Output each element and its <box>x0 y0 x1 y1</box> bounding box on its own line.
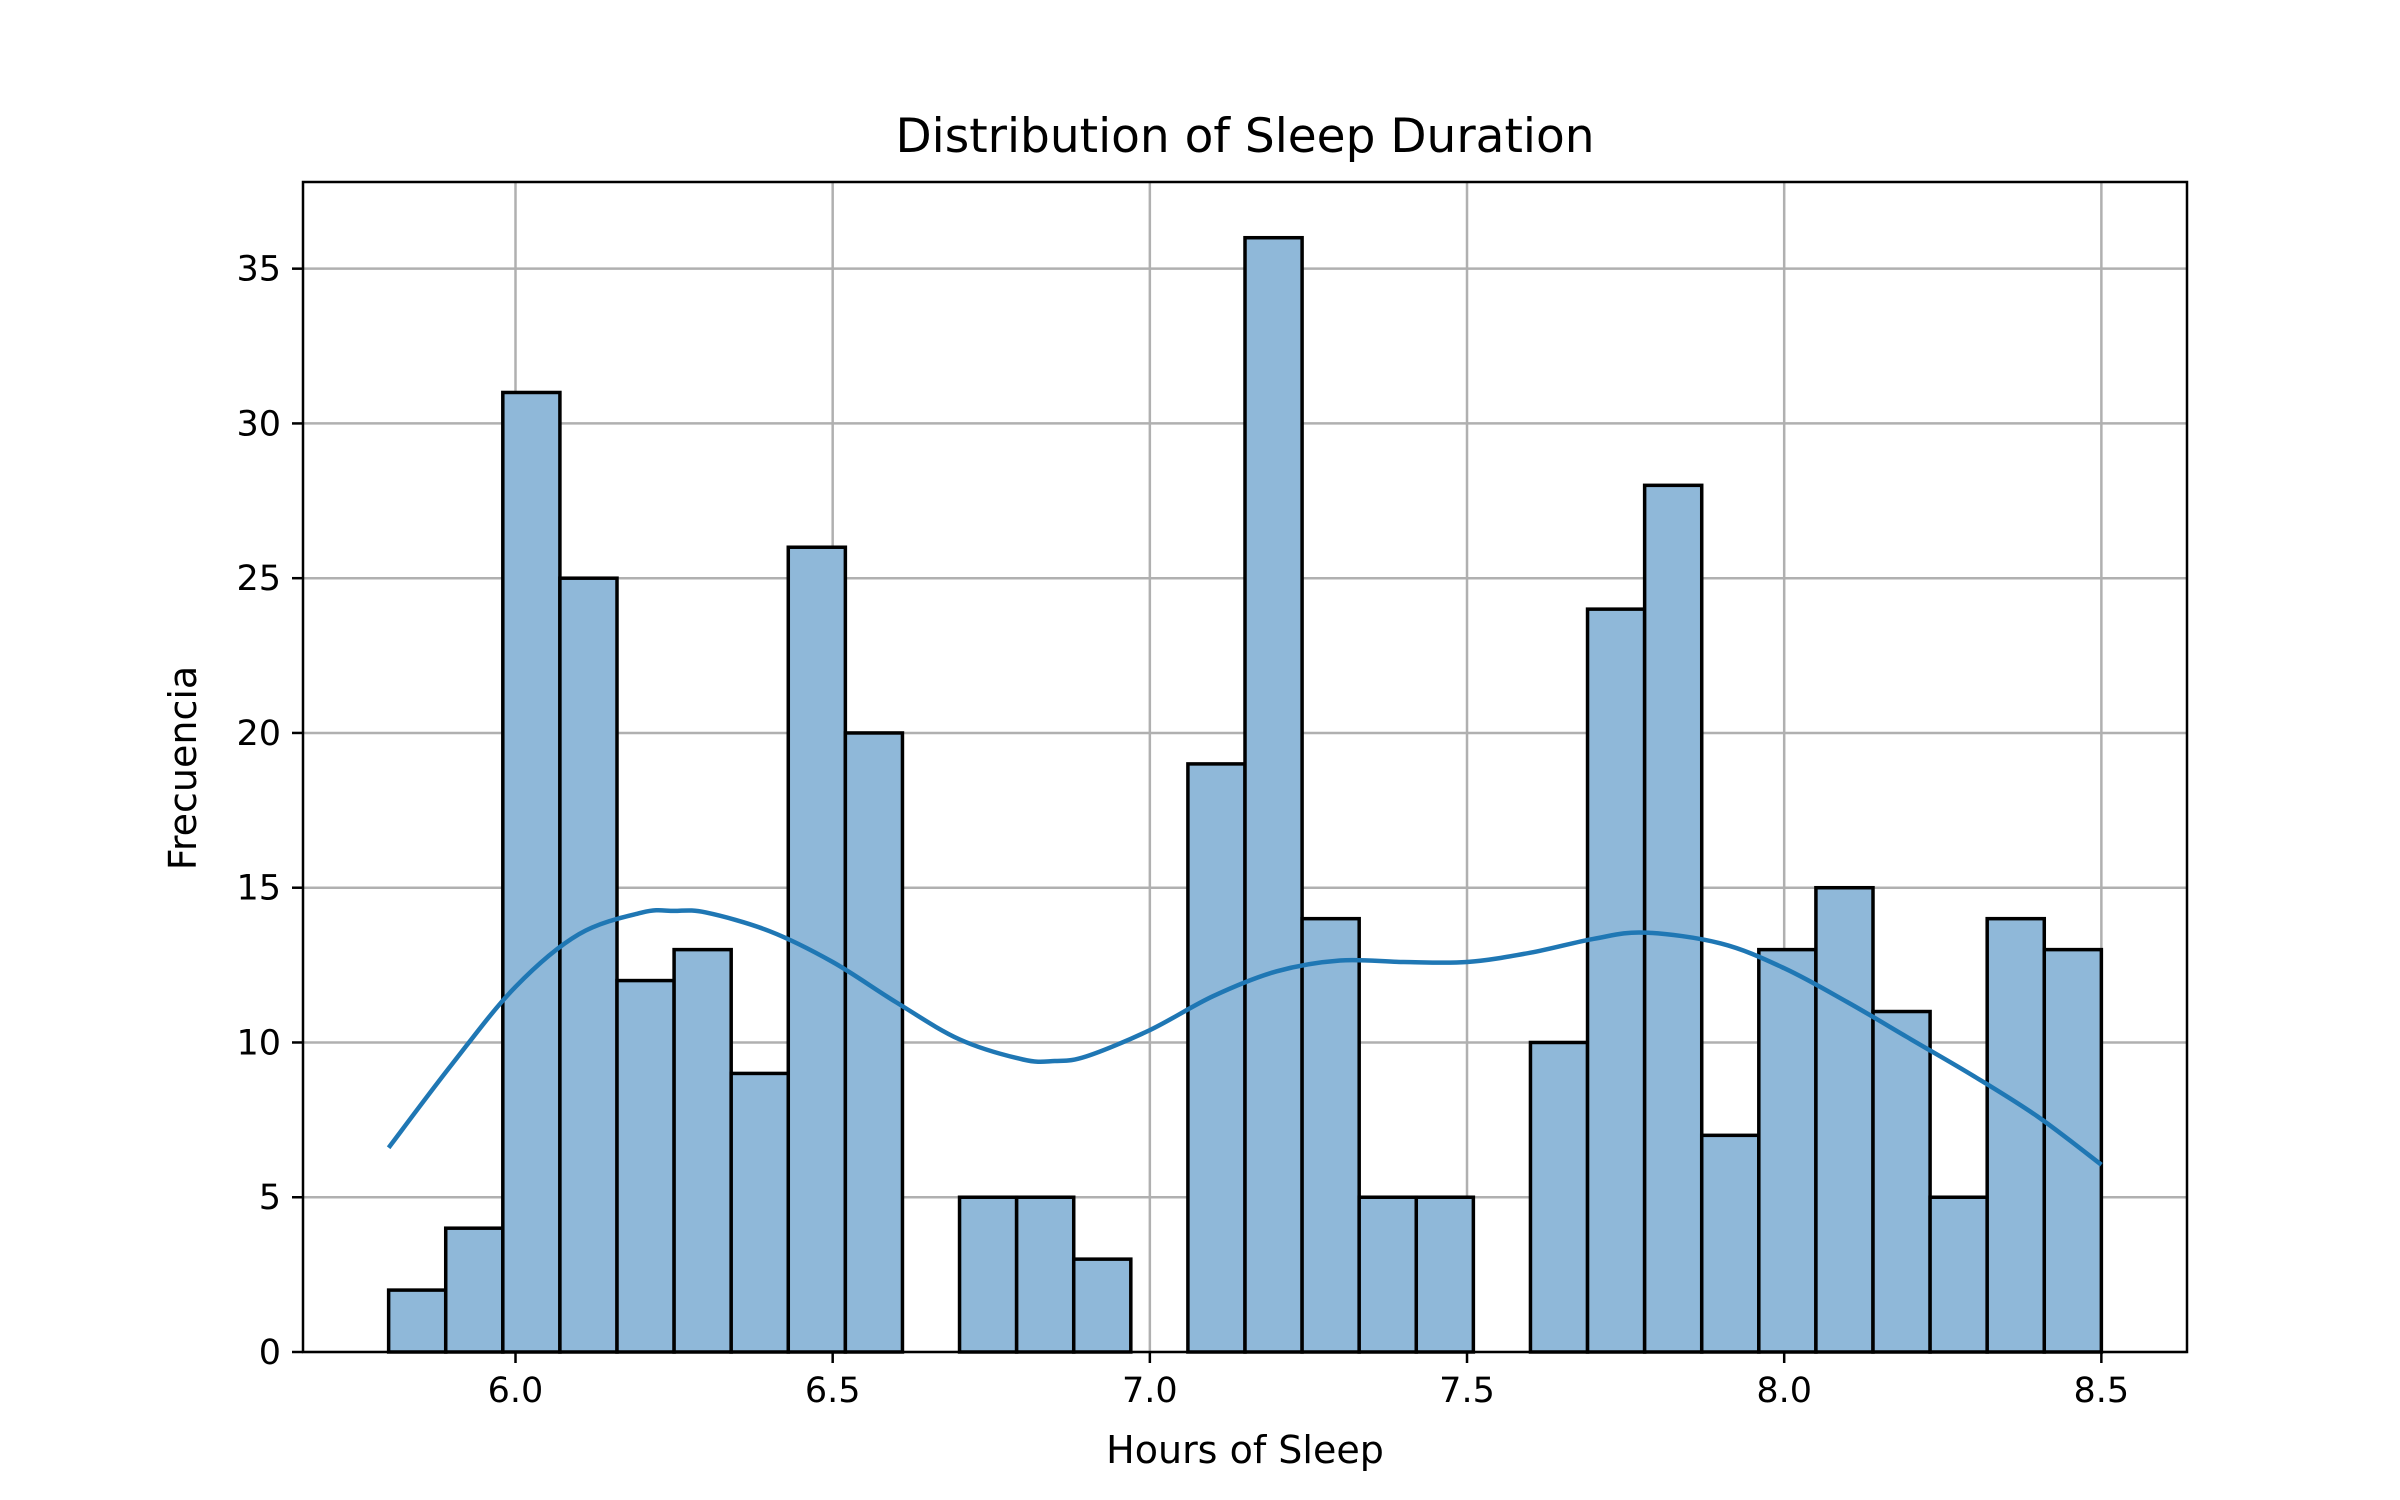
histogram-bar <box>1585 607 1647 1354</box>
histogram-bar <box>443 1226 505 1354</box>
histogram-bar <box>1071 1257 1133 1354</box>
chart-title: Distribution of Sleep Duration <box>895 109 1594 164</box>
histogram-bar <box>729 1071 791 1354</box>
histogram-bar <box>1642 483 1704 1354</box>
y-tick-label: 5 <box>259 1178 281 1218</box>
histogram-bar <box>1357 1195 1419 1354</box>
x-tick-label: 8.0 <box>1756 1371 1812 1411</box>
x-tick-label: 7.5 <box>1439 1371 1495 1411</box>
histogram-bar <box>1300 916 1361 1354</box>
x-axis-label: Hours of Sleep <box>1106 1428 1384 1472</box>
histogram-bar <box>501 390 562 1354</box>
histogram-bar <box>843 731 905 1354</box>
kde-curve <box>386 908 2103 1167</box>
x-tick-label: 8.5 <box>2074 1371 2130 1411</box>
y-tick-label: 30 <box>236 404 281 444</box>
y-axis-ticks: 0 5 10 15 20 25 30 35 <box>236 250 303 1373</box>
histogram-bar <box>1186 762 1247 1354</box>
y-tick-label: 20 <box>236 714 281 754</box>
x-tick-label: 6.0 <box>488 1371 544 1411</box>
y-tick-label: 0 <box>259 1333 281 1373</box>
histogram-bar <box>1528 1040 1590 1354</box>
histogram-bars <box>386 235 2104 1354</box>
y-tick-label: 35 <box>236 250 281 290</box>
histogram-bar <box>1814 885 1875 1354</box>
histogram-bar <box>386 1288 448 1354</box>
histogram-bar <box>672 947 733 1354</box>
histogram-bar <box>1699 1133 1761 1354</box>
x-axis-ticks: 6.0 6.5 7.0 7.5 8.0 8.5 <box>488 1352 2130 1411</box>
histogram-bar <box>1757 947 1818 1354</box>
y-tick-label: 25 <box>236 559 281 599</box>
histogram-bar <box>1014 1195 1076 1354</box>
histogram-bar <box>2042 947 2104 1354</box>
y-axis-label: Frecuencia <box>161 666 205 870</box>
histogram-bar <box>786 545 848 1354</box>
y-tick-label: 10 <box>236 1023 281 1063</box>
histogram-bar <box>1985 916 2047 1354</box>
histogram-bar <box>615 978 676 1354</box>
histogram-bar <box>1414 1195 1476 1354</box>
histogram-bar <box>957 1195 1019 1354</box>
histogram-bar <box>1243 235 1304 1354</box>
y-tick-label: 15 <box>236 869 281 909</box>
histogram-bar <box>1871 1009 1932 1354</box>
histogram-bar <box>1928 1195 1989 1354</box>
histogram-bar <box>558 576 619 1354</box>
x-tick-label: 6.5 <box>805 1371 861 1411</box>
x-tick-label: 7.0 <box>1122 1371 1178 1411</box>
plot-frame <box>301 180 2189 1354</box>
